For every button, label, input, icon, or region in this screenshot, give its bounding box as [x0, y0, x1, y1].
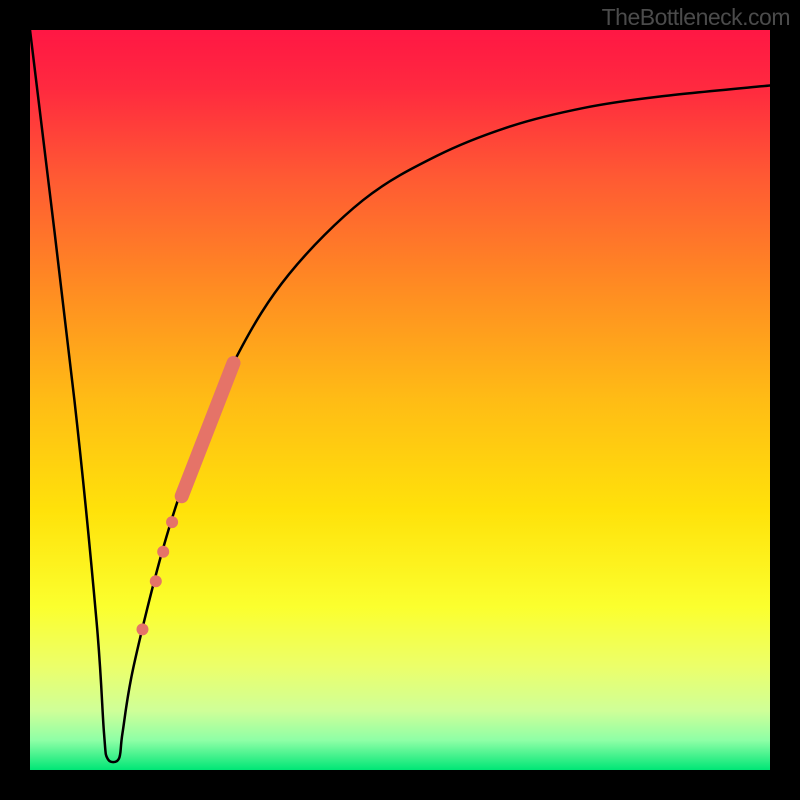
marker-dot: [157, 546, 169, 558]
plot-area: [30, 30, 770, 770]
chart-frame: TheBottleneck.com: [0, 0, 800, 800]
marker-dot: [150, 575, 162, 587]
watermark-text: TheBottleneck.com: [602, 4, 790, 31]
marker-dot: [136, 623, 148, 635]
gradient-background: [30, 30, 770, 770]
marker-dot: [166, 516, 178, 528]
plot-svg: [30, 30, 770, 770]
